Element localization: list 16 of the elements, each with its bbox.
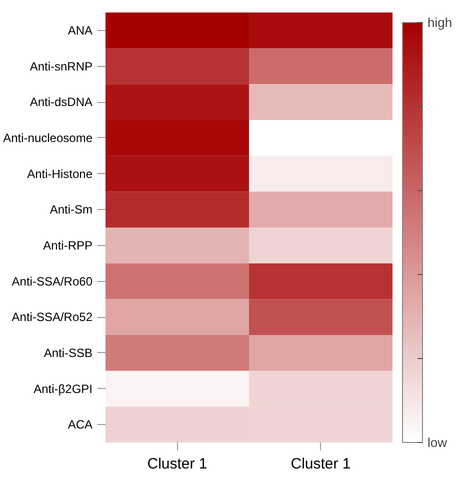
- x-tick-label: Cluster 1: [147, 456, 208, 472]
- y-tick-label: Anti-SSB: [44, 346, 92, 360]
- y-tick-label: Anti-RPP: [43, 238, 93, 252]
- y-tick-label: ANA: [68, 23, 93, 38]
- y-tick-label: Anti-Histone: [27, 166, 93, 181]
- y-tick-label: Anti-dsDNA: [30, 95, 93, 110]
- y-tick-label: Anti-β2GPI: [34, 382, 92, 396]
- x-tick-label: Cluster 1: [290, 456, 351, 472]
- color-bar-label: low: [428, 435, 448, 450]
- y-tick-label: Anti-Sm: [50, 202, 93, 217]
- color-bar-label: high: [428, 15, 452, 30]
- y-tick-label: Anti-SSA/Ro60: [12, 274, 93, 288]
- y-tick-label: Anti-SSA/Ro52: [12, 310, 93, 324]
- y-tick-label: Anti-nucleosome: [3, 130, 93, 145]
- y-tick-label: Anti-snRNP: [30, 59, 93, 74]
- y-tick-label: ACA: [68, 418, 93, 432]
